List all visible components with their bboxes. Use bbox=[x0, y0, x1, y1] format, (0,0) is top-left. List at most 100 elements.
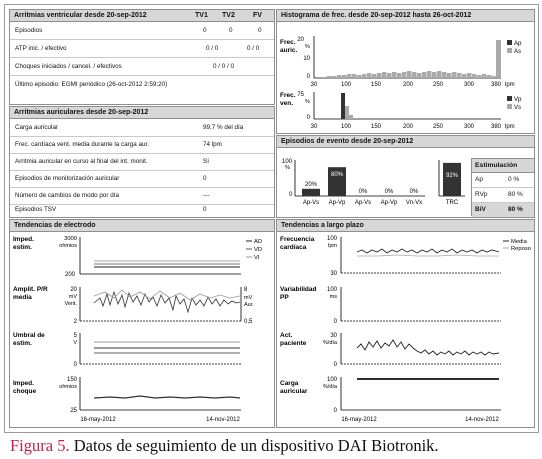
atrial-bar bbox=[362, 74, 367, 78]
legend-vs-swatch bbox=[507, 104, 512, 109]
atrial-bar bbox=[442, 72, 447, 78]
vent-yunit: % bbox=[305, 99, 310, 105]
cell-value: 0 bbox=[203, 175, 207, 182]
event-category-label: Ap-Vs bbox=[355, 200, 371, 206]
legend-vs: Vs bbox=[514, 105, 521, 111]
panel-header: Histograma de frec. desde 20-sep-2012 ha… bbox=[277, 10, 534, 22]
event-bar-label: 0% bbox=[410, 189, 419, 195]
p2-ytick-top: 20 bbox=[70, 287, 77, 293]
atrial-bar bbox=[342, 75, 347, 78]
ventricular-label-2: ven. bbox=[280, 100, 293, 107]
vent-xtick: 100 bbox=[341, 124, 352, 130]
p1-ytick-bottom: 200 bbox=[65, 272, 76, 278]
legend-as: As bbox=[514, 49, 521, 55]
caption-text: Datos de seguimiento de un dispositivo D… bbox=[69, 436, 439, 455]
atrial-xtick: 200 bbox=[403, 82, 414, 88]
trc-bars: 92% TRC bbox=[443, 162, 461, 206]
p2-ytick-bottom: 2 bbox=[74, 319, 78, 325]
electrode-trends-svg: Imped. estim. 3000 ohmios 200 AD VD VI A… bbox=[13, 236, 262, 423]
vent-xtick: 300 bbox=[464, 124, 475, 130]
atrial-xtick: 30 bbox=[311, 82, 318, 88]
panel-title: Tendencias a largo plazo bbox=[281, 222, 364, 229]
lt1-ytick-top: 100 bbox=[327, 236, 338, 242]
legend-vi: VI bbox=[254, 255, 260, 261]
atrial-bar bbox=[477, 75, 482, 78]
vent-xtick: 250 bbox=[433, 124, 444, 130]
table-row: Episodios TSV 0 bbox=[10, 204, 274, 216]
histogram-svg: Frec. auric. 20 % 10 0 30 100 150 200 25… bbox=[280, 36, 522, 130]
table-row: Carga auricular 99,7 % del día bbox=[10, 119, 274, 137]
atrial-bar bbox=[452, 72, 457, 78]
atrial-yunit: % bbox=[305, 44, 310, 50]
atrial-bar bbox=[422, 72, 427, 78]
panel-header: Arritmias auriculares desde 20-sep-2012 bbox=[10, 107, 274, 119]
row-label: Número de cambios de modo por día bbox=[15, 192, 119, 199]
row-label: Frec. cardíaca vent. media durante la ca… bbox=[15, 141, 150, 148]
atrial-bar bbox=[417, 73, 422, 78]
atrial-bar bbox=[427, 71, 432, 78]
atrial-bar bbox=[337, 75, 342, 78]
figure-number: Figura 5. bbox=[10, 436, 70, 455]
vent-xtick: 200 bbox=[403, 124, 414, 130]
atrial-bar bbox=[467, 73, 472, 78]
atrial-bar bbox=[322, 77, 327, 78]
atrial-bar-max bbox=[496, 40, 501, 78]
table-row: Arritmia auricular en curso al final del… bbox=[10, 153, 274, 171]
event-bar-label: 80% bbox=[331, 172, 344, 178]
p1-ytick-top: 3000 bbox=[64, 236, 77, 242]
row-label: Carga auricular bbox=[15, 124, 59, 131]
variabilidad-label-2: PP bbox=[280, 294, 289, 301]
stim-label: Ap bbox=[475, 176, 483, 183]
row-label: ATP inic. / efectivo bbox=[15, 45, 67, 52]
atrial-bar bbox=[317, 77, 322, 78]
cell-value: 0 bbox=[203, 206, 207, 213]
vent-bar-vp bbox=[341, 93, 345, 119]
legend-ap-swatch bbox=[507, 40, 512, 45]
p2-right-unit: mV bbox=[244, 295, 253, 301]
stim-row: BiV 80 % bbox=[472, 203, 534, 217]
lt-date-end: 14-nov-2012 bbox=[465, 417, 499, 423]
event-ytick-100: 100 bbox=[282, 159, 293, 165]
p4-unit: ohmios bbox=[59, 384, 77, 390]
imped-estim-label-2: estim. bbox=[13, 244, 32, 251]
atrial-bar bbox=[487, 75, 492, 78]
atrial-bar bbox=[397, 73, 402, 78]
atrial-xtick: 380 bbox=[491, 82, 502, 88]
vent-bar-small bbox=[349, 115, 353, 119]
event-bar bbox=[302, 188, 320, 196]
atrial-bar bbox=[372, 74, 377, 78]
atrial-bar bbox=[472, 74, 477, 78]
atrial-bar bbox=[352, 74, 357, 78]
atrial-arrhythmias-panel: Arritmias auriculares desde 20-sep-2012 … bbox=[9, 106, 275, 218]
lt-date-start: 16-may-2012 bbox=[341, 417, 377, 423]
atrial-xtick: 300 bbox=[464, 82, 475, 88]
atrial-bar bbox=[392, 72, 397, 78]
lt3-ytick-bottom: 0 bbox=[334, 362, 338, 368]
frecuencia-label-2: cardíaca bbox=[280, 244, 307, 251]
p1-unit: ohmios bbox=[59, 243, 77, 249]
atrial-bar bbox=[492, 76, 497, 78]
row-label: Episodios de monitorización auricular bbox=[15, 175, 120, 182]
row-label: Arritmia auricular en curso al final del… bbox=[15, 158, 148, 165]
table-row: Episodios 0 0 0 bbox=[10, 22, 274, 40]
stim-row: RVp 80 % bbox=[472, 188, 534, 203]
panel-header: Tendencias a largo plazo bbox=[277, 220, 534, 232]
legend-as-swatch bbox=[507, 48, 512, 53]
panel-title: Histograma de frec. desde 20-sep-2012 ha… bbox=[281, 12, 472, 19]
cell-value: 74 lpm bbox=[203, 141, 222, 148]
event-yunit: % bbox=[285, 165, 290, 171]
atrial-bar bbox=[402, 72, 407, 78]
atrial-bar bbox=[432, 72, 437, 78]
lt2-ytick-top: 100 bbox=[327, 287, 338, 293]
actividad-label-2: paciente bbox=[280, 340, 307, 347]
trc-category-label: TRC bbox=[446, 200, 459, 206]
atrial-bar bbox=[332, 76, 337, 78]
lt1-unit: lpm bbox=[328, 243, 337, 249]
atrial-bar bbox=[437, 71, 442, 78]
umbral-label: Umbral de bbox=[13, 332, 45, 339]
atrial-bar bbox=[407, 71, 412, 78]
event-chart-svg: 100 % 0 20% Ap-Vs 80% Ap-Vp 0% Ap-Vs 0% Ap-Vp 0%… bbox=[282, 159, 465, 206]
vent-xtick: 150 bbox=[371, 124, 382, 130]
cell-value: Sí bbox=[203, 158, 209, 165]
actividad-label: Act. bbox=[280, 332, 292, 339]
